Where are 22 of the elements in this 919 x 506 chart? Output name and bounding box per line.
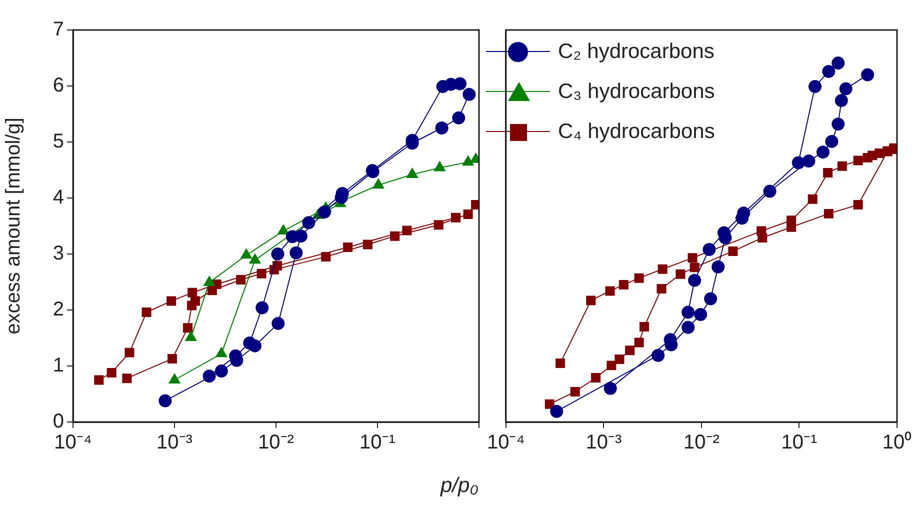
y-axis-title: excess amount [mmol/g] [2,118,25,334]
x-tick-label: 10⁻¹ [781,432,818,454]
y-tick-label: 0 [52,410,64,433]
x-tick-label: 10⁻⁴ [487,432,525,454]
y-tick-label: 2 [52,298,64,321]
y-tick-label: 7 [52,18,64,41]
y-tick-label: 5 [52,130,64,153]
legend-label: C₄ hydrocarbons [558,120,715,144]
x-tick-label: 10⁰ [882,430,912,454]
x-tick-label: 10⁻² [258,432,294,454]
x-axis-title: p/p₀ [439,474,480,498]
y-tick-label: 6 [52,74,64,97]
y-tick-label: 4 [52,186,64,209]
x-tick-label: 10⁻³ [156,432,193,454]
x-tick-label: 10⁻¹ [360,432,396,454]
x-tick-label: 10⁻³ [586,432,622,454]
x-tick-label: 10⁻² [684,432,720,454]
legend-label: C₂ hydrocarbons [558,40,714,64]
y-tick-label: 3 [52,242,64,265]
legend-label: C₃ hydrocarbons [558,80,715,104]
y-tick-label: 1 [52,354,64,377]
x-tick-label: 10⁻⁴ [54,432,92,454]
